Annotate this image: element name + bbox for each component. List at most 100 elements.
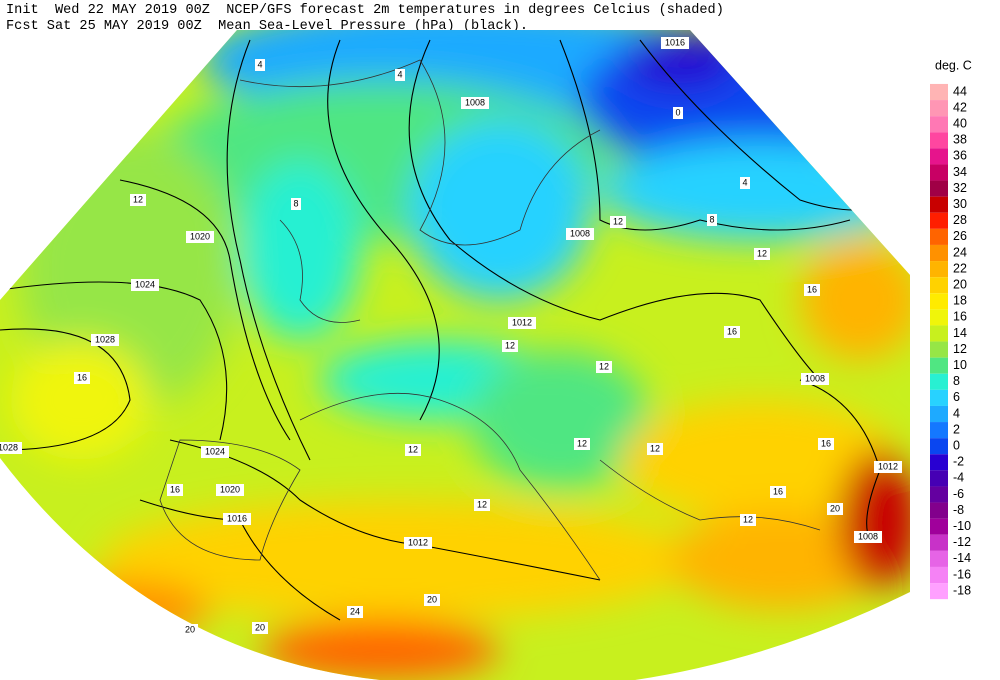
map-label-box [405,444,421,456]
colorbar-label: 4 [953,406,960,420]
colorbar-label: 38 [953,133,967,147]
map-label-box [474,499,490,511]
colorbar-label: -4 [953,471,964,485]
map-label: 1024 [205,446,225,456]
map-label: 20 [185,624,195,634]
map-label-box [167,484,183,496]
map-label-box [610,216,626,228]
map-label: 8 [293,198,298,208]
map-label: 1008 [465,97,485,107]
colorbar-swatch [930,566,948,584]
colorbar-swatch [930,244,948,262]
map-label-box [91,334,119,346]
colorbar-label: 10 [953,358,967,372]
map-label-box [347,606,363,618]
colorbar-swatch [930,373,948,390]
colorbar-label: 6 [953,390,960,404]
map [0,30,910,680]
map-label: 1012 [408,537,428,547]
map-label: 12 [133,194,143,204]
colorbar-swatch [930,116,948,133]
map-label-box [252,622,268,634]
map-label-box [223,513,251,525]
map-label-box [740,514,756,526]
colorbar-label: 22 [953,261,967,275]
map-label: 20 [830,503,840,513]
map-label: 1012 [878,461,898,471]
map-label-box [596,361,612,373]
colorbar-swatch [930,148,948,165]
map-label: 1020 [220,484,240,494]
colorbar-label: 42 [953,100,967,114]
map-label-box [724,326,740,338]
map-label-box [216,484,244,496]
colorbar-swatch [930,132,948,149]
map-label-box [255,59,265,71]
colorbar-label: 18 [953,294,967,308]
colorbar-swatch [930,309,948,326]
map-label: 16 [77,372,87,382]
map-label: 12 [757,248,767,258]
map-label-box [0,442,22,454]
map-label: 12 [408,444,418,454]
colorbar-swatch [930,550,948,567]
colorbar-label: 20 [953,277,967,291]
map-label: 1024 [135,279,155,289]
colorbar-label: -12 [953,535,971,549]
colorbar-swatch [930,261,948,278]
colorbar-swatch [930,486,948,503]
map-label-box [770,486,786,498]
colorbar-label: 0 [953,438,960,452]
colorbar-unit: deg. C [935,58,972,72]
colorbar-label: 16 [953,310,967,324]
map-label-box [707,214,717,226]
map-label: 16 [821,438,831,448]
map-label: 12 [577,438,587,448]
map-label: 4 [257,59,262,69]
map-label-box [508,317,536,329]
map-label-box [804,284,820,296]
colorbar: 4442403836343230282624222018161412108642… [930,83,971,600]
map-label: 12 [650,443,660,453]
map-label-box [566,228,594,240]
colorbar-swatch [930,83,948,101]
colorbar-swatch [930,422,948,439]
map-label: 12 [477,499,487,509]
colorbar-label: -8 [953,503,964,517]
map-label-box [854,531,882,543]
map-label: 12 [505,340,515,350]
map-label: 0 [675,107,680,117]
map-label-box [201,446,229,458]
colorbar-label: 14 [953,326,967,340]
colorbar-swatch [930,325,948,342]
colorbar-swatch [930,100,948,117]
colorbar-swatch [930,164,948,181]
map-label-box [404,537,432,549]
map-label: 1020 [190,231,210,241]
map-label: 1016 [227,513,247,523]
map-label: 20 [427,594,437,604]
map-label-box [740,177,750,189]
colorbar-swatch [930,180,948,197]
map-label: 1008 [805,373,825,383]
colorbar-label: -2 [953,455,964,469]
colorbar-swatch [930,470,948,487]
map-label: 8 [709,214,714,224]
map-label-box [827,503,843,515]
map-label-box [130,194,146,206]
colorbar-label: 30 [953,197,967,211]
colorbar-label: 36 [953,149,967,163]
map-label: 20 [255,622,265,632]
colorbar-label: -16 [953,567,971,581]
colorbar-label: 44 [953,84,967,98]
colorbar-swatch [930,196,948,213]
map-label-box [131,279,159,291]
map-label: 12 [613,216,623,226]
colorbar-label: 2 [953,422,960,436]
colorbar-label: 40 [953,116,967,130]
map-label: 1008 [570,228,590,238]
map-label: 1016 [665,37,685,47]
colorbar-swatch [930,583,948,600]
map-label: 16 [170,484,180,494]
